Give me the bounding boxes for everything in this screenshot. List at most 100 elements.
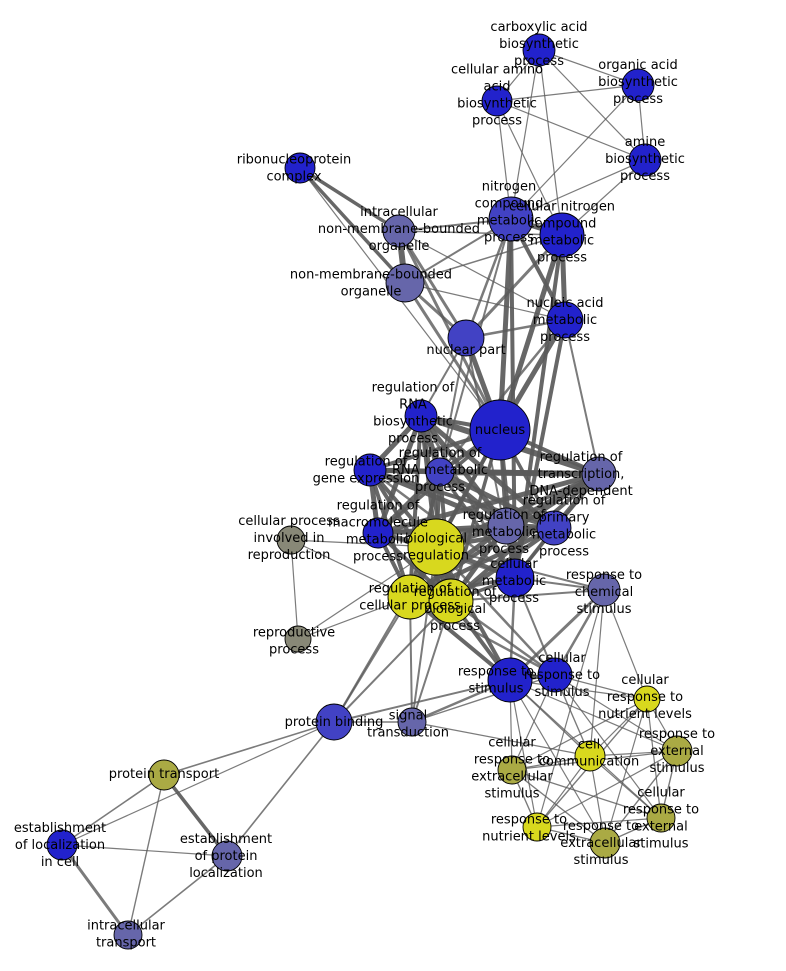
graph-node[interactable] — [497, 755, 527, 785]
graph-edge — [511, 698, 648, 771]
graph-node[interactable] — [469, 399, 531, 461]
graph-node[interactable] — [581, 456, 617, 492]
node-layer — [46, 33, 693, 950]
graph-node[interactable] — [633, 685, 661, 713]
graph-edge — [509, 679, 538, 828]
graph-edge — [61, 844, 228, 857]
graph-edge — [127, 774, 165, 936]
graph-edge — [497, 216, 514, 433]
graph-node[interactable] — [487, 507, 525, 545]
graph-node[interactable] — [284, 625, 312, 653]
graph-edge — [434, 545, 557, 677]
graph-edge — [496, 100, 646, 161]
graph-edge — [509, 679, 678, 752]
graph-node[interactable] — [522, 812, 552, 842]
graph-node[interactable] — [546, 301, 584, 339]
graph-edge — [163, 721, 335, 776]
graph-edge — [127, 855, 228, 936]
graph-node[interactable] — [385, 263, 425, 303]
graph-node[interactable] — [284, 152, 316, 184]
graph-node[interactable] — [536, 510, 572, 546]
graph-node[interactable] — [589, 827, 621, 859]
graph-node[interactable] — [407, 518, 465, 576]
graph-node[interactable] — [537, 657, 573, 693]
graph-edge — [449, 472, 601, 603]
graph-edge — [226, 721, 335, 857]
graph-edge — [290, 539, 299, 640]
graph-edge — [398, 230, 563, 236]
graph-edge — [646, 698, 662, 819]
graph-node[interactable] — [447, 319, 485, 357]
graph-node[interactable] — [487, 657, 533, 703]
graph-edge — [367, 467, 602, 477]
graph-edge — [438, 470, 517, 580]
graph-node[interactable] — [621, 68, 655, 102]
graph-node[interactable] — [397, 707, 427, 737]
graph-node[interactable] — [382, 214, 416, 248]
graph-node[interactable] — [539, 212, 585, 258]
graph-edge — [407, 525, 557, 600]
graph-node[interactable] — [488, 196, 534, 242]
graph-node[interactable] — [211, 840, 243, 872]
graph-node[interactable] — [481, 85, 513, 117]
graph-edge — [61, 774, 165, 846]
graph-node[interactable] — [315, 703, 353, 741]
graph-edge — [511, 769, 662, 819]
graph-edge — [61, 721, 335, 846]
graph-node[interactable] — [628, 143, 662, 177]
graph-edge — [510, 84, 639, 220]
graph-node[interactable] — [276, 525, 306, 555]
graph-edge — [464, 233, 564, 340]
graph-node[interactable] — [661, 735, 693, 767]
graph-edge — [589, 755, 662, 819]
graph-node[interactable] — [113, 920, 143, 950]
graph-edge — [333, 600, 452, 723]
graph-edge — [398, 230, 566, 321]
edge-layer — [60, 49, 678, 937]
graph-edge — [411, 721, 591, 757]
graph-node[interactable] — [387, 574, 433, 620]
graph-node[interactable] — [646, 803, 676, 833]
graph-edge — [538, 49, 563, 236]
graph-edge — [404, 282, 566, 321]
graph-edge — [397, 229, 468, 340]
graph-node[interactable] — [425, 457, 455, 487]
graph-node[interactable] — [353, 453, 387, 487]
graph-edge — [538, 49, 639, 86]
graph-edge — [536, 589, 605, 828]
graph-edge — [497, 232, 565, 433]
graph-node[interactable] — [574, 740, 606, 772]
graph-edge — [333, 596, 411, 723]
graph-edge — [564, 319, 600, 475]
graph-edge — [404, 234, 563, 284]
graph-edge — [60, 843, 130, 937]
graph-node[interactable] — [428, 578, 474, 624]
graph-edge — [603, 589, 648, 700]
graph-node-label: non-membrane-bounded organelle — [290, 267, 452, 299]
graph-node[interactable] — [522, 33, 556, 67]
graph-edge — [450, 589, 605, 602]
graph-edge — [604, 750, 678, 844]
graph-edge — [434, 472, 601, 549]
graph-edge — [604, 698, 648, 844]
graph-edge — [538, 49, 646, 161]
graph-node[interactable] — [404, 399, 438, 433]
graph-edge — [298, 166, 407, 285]
graph-edge — [510, 159, 646, 220]
graph-edge — [511, 769, 606, 844]
graph-edge — [367, 467, 509, 529]
graph-edge — [496, 84, 639, 102]
graph-node[interactable] — [587, 573, 621, 607]
graph-edge — [536, 817, 662, 828]
graph-node[interactable] — [148, 759, 180, 791]
graph-edge — [333, 679, 511, 723]
graph-node[interactable] — [362, 517, 394, 549]
graph-edge — [510, 49, 540, 220]
graph-node[interactable] — [495, 558, 535, 598]
graph-edge — [162, 773, 229, 858]
graph-node[interactable] — [46, 829, 78, 861]
graph-edge — [298, 166, 401, 233]
graph-edge — [411, 546, 437, 723]
